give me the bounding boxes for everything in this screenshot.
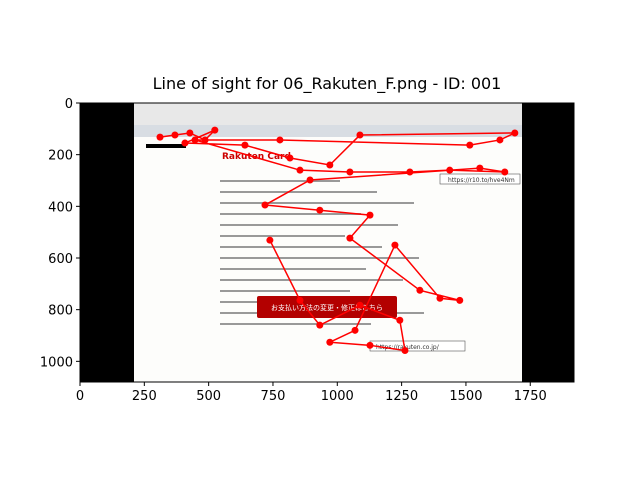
gaze-point <box>456 296 464 304</box>
gaze-point <box>296 166 304 174</box>
gaze-point <box>501 168 509 176</box>
chart-title: Line of sight for 06_Rakuten_F.png - ID:… <box>153 74 502 94</box>
x-tick-label: 750 <box>261 389 286 404</box>
y-tick-label: 400 <box>48 200 73 215</box>
axes-frame <box>79 102 575 383</box>
gaze-point <box>191 136 199 144</box>
gaze-point <box>156 133 164 141</box>
text-line <box>220 213 361 215</box>
black-strip <box>146 144 186 148</box>
x-tick-label: 1000 <box>321 389 354 404</box>
x-tick-label: 1750 <box>514 389 547 404</box>
gaze-point <box>466 141 474 149</box>
x-tick-label: 500 <box>196 389 221 404</box>
text-line <box>220 268 366 270</box>
text-line <box>220 191 377 193</box>
y-tick-label: 200 <box>48 149 73 164</box>
text-line <box>220 202 414 204</box>
x-tick-label: 0 <box>76 389 84 404</box>
x-tick-label: 1500 <box>449 389 482 404</box>
gaze-point <box>346 168 354 176</box>
image: Rakuten Cardお支払い方法の変更・修正はこちらhttps://r10.… <box>80 103 574 382</box>
x-tick-label: 1250 <box>385 389 418 404</box>
text-line <box>220 290 350 292</box>
gaze-point <box>356 301 364 309</box>
pay-button <box>257 296 397 318</box>
screenshot <box>134 103 522 382</box>
image-text: お支払い方法の変更・修正はこちら <box>271 303 383 312</box>
y-tick-label: 1000 <box>40 355 73 370</box>
gaze-point <box>201 136 209 144</box>
gaze-point <box>211 126 219 134</box>
gaze-point <box>356 131 364 139</box>
gaze-point <box>241 141 249 149</box>
toolbar <box>134 103 522 125</box>
gaze-point <box>366 211 374 219</box>
gaze-point <box>316 321 324 329</box>
gaze-point <box>181 139 189 147</box>
url-box <box>439 173 521 185</box>
gaze-point <box>261 201 269 209</box>
gaze-point <box>366 341 374 349</box>
text-line <box>220 235 345 237</box>
gaze-point <box>406 168 414 176</box>
gaze-point <box>326 338 334 346</box>
gaze-point <box>286 154 294 162</box>
gaze-point <box>476 164 484 172</box>
gaze-point <box>446 166 454 174</box>
gaze-point <box>396 316 404 324</box>
gaze-point <box>266 236 274 244</box>
gaze-point <box>401 346 409 354</box>
x-tick-label: 250 <box>132 389 157 404</box>
text-line <box>220 180 340 182</box>
gaze-point <box>276 136 284 144</box>
y-tick-label: 0 <box>65 97 73 112</box>
text-line <box>220 224 398 226</box>
gaze-point <box>326 161 334 169</box>
image-text: https://rakuten.co.jp/ <box>376 344 440 351</box>
gaze-point <box>351 326 359 334</box>
image-text: https://r10.to/hve4Nm <box>448 177 515 184</box>
text-line <box>220 257 419 259</box>
gaze-point <box>436 294 444 302</box>
text-line <box>220 279 403 281</box>
y-tick-label: 600 <box>48 252 73 267</box>
gaze-point <box>316 206 324 214</box>
gaze-point <box>296 296 304 304</box>
gaze-point <box>186 129 194 137</box>
y-tick-label: 800 <box>48 304 73 319</box>
text-line <box>220 323 371 325</box>
gaze-point <box>306 176 314 184</box>
gaze-point <box>496 136 504 144</box>
gaze-point <box>346 234 354 242</box>
text-line <box>220 246 382 248</box>
gaze-point <box>416 286 424 294</box>
gaze-point <box>511 129 519 137</box>
gaze-point <box>391 241 399 249</box>
gaze-point <box>171 131 179 139</box>
